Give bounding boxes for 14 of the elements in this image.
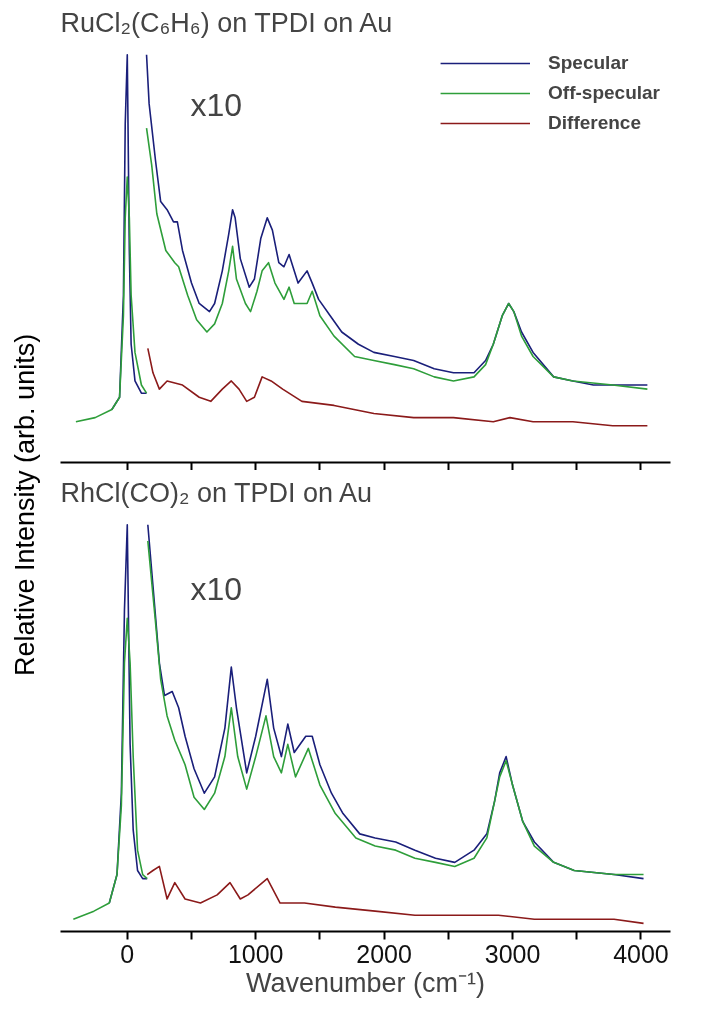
x-tick-label: 0 — [120, 939, 135, 968]
annotation: x10 — [190, 570, 243, 607]
legend-label: Off-specular — [548, 82, 660, 104]
x-tick-label: 3000 — [484, 939, 541, 968]
x-tick-label: 2000 — [356, 939, 412, 968]
x-tick-label: 4000 — [613, 939, 669, 968]
legend-label: Specular — [548, 52, 629, 74]
chart-title: RuCl₂(C₆H₆) on TPDI on Au — [60, 7, 393, 38]
legend-label: Difference — [548, 112, 641, 134]
y-axis-title: Relative Intensity (arb. units) — [8, 333, 41, 677]
x-axis-title: Wavenumber (cm⁻¹) — [245, 967, 486, 998]
chart-title: RhCl(CO)₂ on TPDI on Au — [60, 477, 373, 508]
x-tick-label: 1000 — [227, 939, 284, 968]
annotation: x10 — [190, 86, 243, 123]
